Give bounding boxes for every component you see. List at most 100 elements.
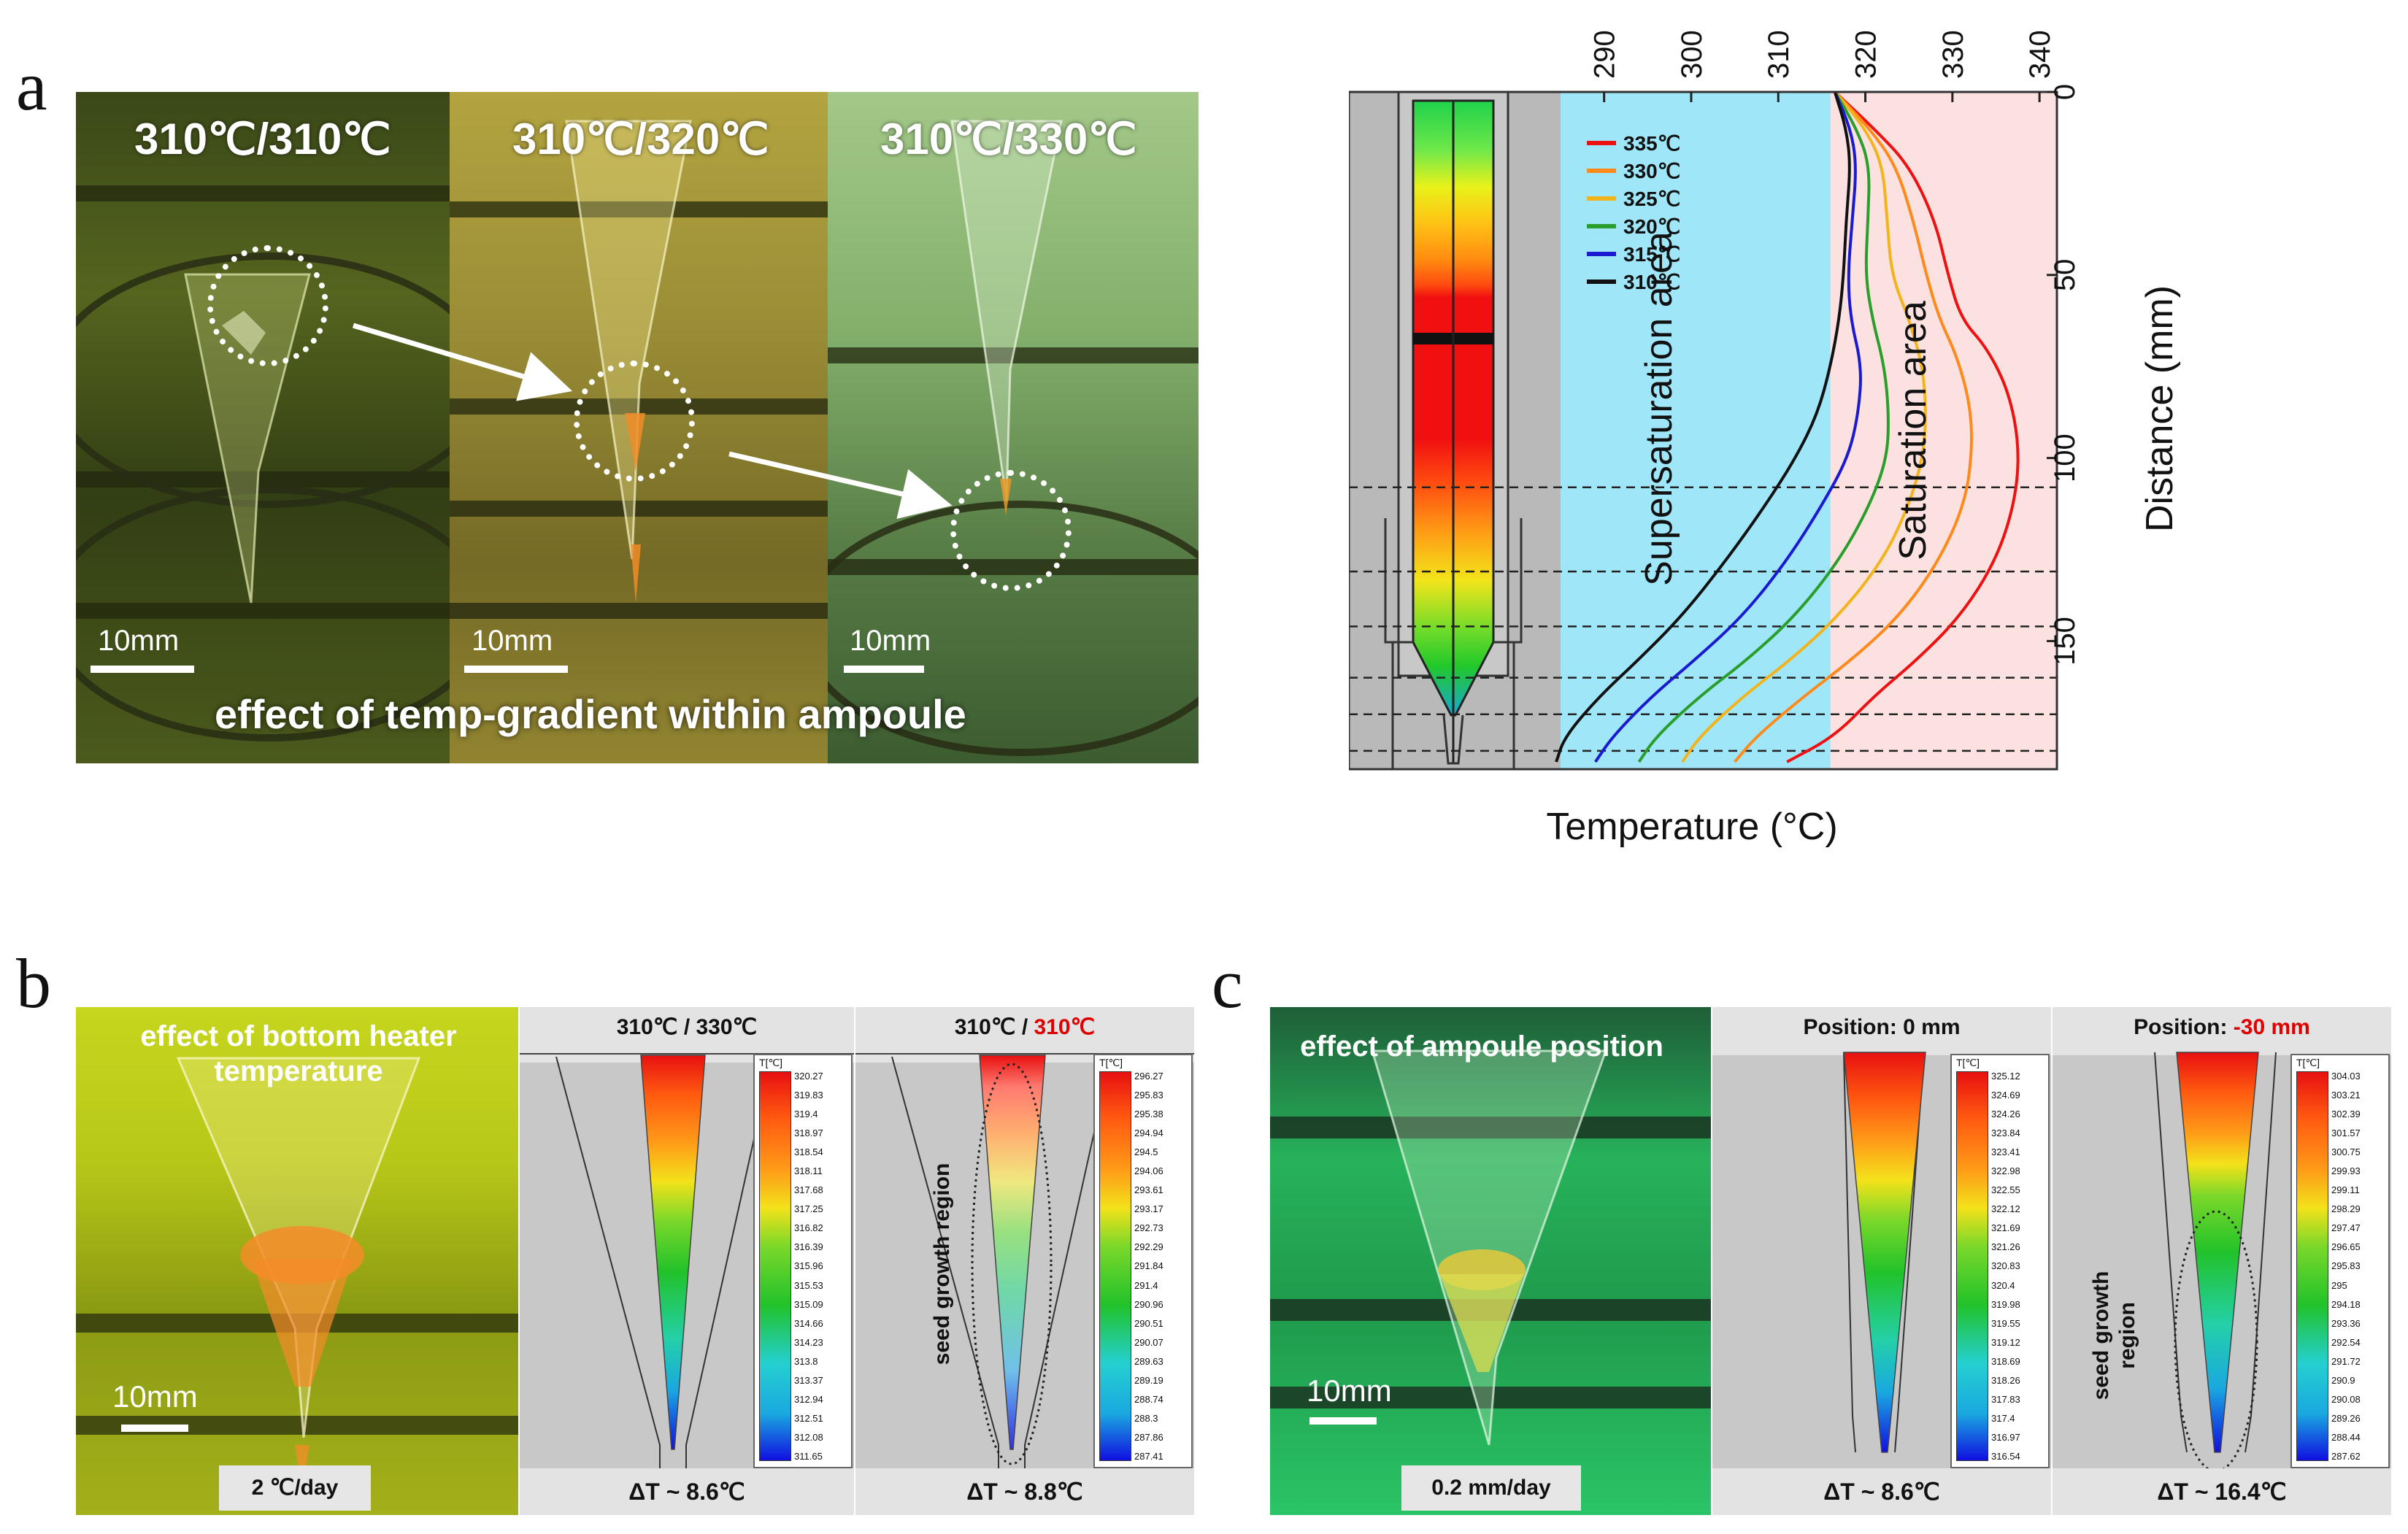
series-line-320℃ — [1637, 90, 1890, 763]
panel-b-sim-1-legend-value: 313.8 — [794, 1355, 818, 1367]
crystal-marker-2 — [574, 361, 695, 482]
panel-c-seed-region-label-2: region — [2115, 1302, 2139, 1369]
y-tick-label: 100 — [2049, 433, 2081, 482]
panel-c-sim-2-legend-value: 304.03 — [2331, 1071, 2361, 1082]
panel-b-rate-tag: 2 ℃/day — [219, 1465, 371, 1511]
photo-310-320: 310℃/320℃ 10mm — [450, 92, 828, 763]
supersaturation-area — [1561, 92, 1831, 769]
panel-b-sim-1-legend-value: 318.54 — [794, 1146, 823, 1158]
scale-label-1: 10mm — [98, 625, 180, 657]
legend-label: 310℃ — [1623, 271, 1680, 293]
saturation-area — [1830, 92, 2057, 769]
panel-c-sim-1-legend-value: 320.4 — [1991, 1279, 2015, 1291]
panel-b-scale-label: 10mm — [112, 1379, 198, 1414]
panel-b-sim-2-title: 310℃ / 310℃ — [855, 1007, 1194, 1048]
panel-b-photo-title: effect of bottom heater temperature — [140, 1020, 457, 1087]
panel-b-sim-2-legend-value: 293.17 — [1134, 1203, 1163, 1215]
crystal-marker-1 — [207, 245, 328, 366]
panel-c-sim-1-legend-value: 321.69 — [1991, 1222, 2020, 1234]
panel-c-sim-2-legend-value: 294.18 — [2331, 1298, 2361, 1310]
x-tick-label: 320 — [1850, 30, 1882, 79]
panel-c-scale-label: 10mm — [1307, 1373, 1392, 1408]
panel-b-sim-2-legend-value: 287.41 — [1134, 1450, 1163, 1462]
x-tick-label: 300 — [1676, 30, 1708, 79]
arrow-overlay — [352, 323, 953, 520]
panel-b-sim-2-legend-value: 289.19 — [1134, 1374, 1163, 1386]
scale-bar-1 — [91, 666, 194, 673]
panel-c-sim-2-legend-value: 291.72 — [2331, 1355, 2361, 1367]
arrow-1 — [352, 323, 573, 401]
panel-c-sim-2-legend: T[℃] 304.03 303.21 302.39 301.57 300.75 299.9… — [2290, 1054, 2390, 1468]
legend-label: 315℃ — [1623, 243, 1680, 266]
panel-c-sim-2-legend-value: 290.9 — [2331, 1374, 2355, 1386]
panel-c-sim-1-legend-value: 317.83 — [1991, 1393, 2020, 1405]
panel-b-sim-2-legend-value: 291.4 — [1134, 1279, 1158, 1291]
x-tick-label: 330 — [1937, 30, 1969, 79]
photo-title-2: 310℃/320℃ — [512, 115, 769, 163]
panel-b-sim-1: 310℃ / 330℃ T[℃] 320.27 319.83 319.4 318.97… — [520, 1007, 854, 1515]
panel-b-sim-1-legend-value: 317.25 — [794, 1203, 823, 1215]
panel-c-sim-2-legend-value: 302.39 — [2331, 1109, 2361, 1120]
panel-b-sim-2-legend-value: 292.29 — [1134, 1241, 1163, 1253]
panel-b-sim-1-legend-value: 313.37 — [794, 1374, 823, 1386]
panel-c-sim-2-legend-value: 297.47 — [2331, 1222, 2361, 1234]
photo-title-1: 310℃/310℃ — [134, 115, 391, 163]
panel-c-sim-2-legend-value: 296.65 — [2331, 1241, 2361, 1253]
panel-c-sim-1-legend-value: 318.26 — [1991, 1374, 2020, 1386]
panel-c-sim-2: Position: -30 mm seed growth region T[℃]… — [2053, 1007, 2391, 1515]
scale-bar-3 — [844, 666, 924, 673]
panel-c-sim-1-legend-value: 322.98 — [1991, 1165, 2020, 1177]
panel-b-sim-1-legend-value: 320.27 — [794, 1071, 823, 1082]
panel-b-sim-2-legend-value: 295.38 — [1134, 1109, 1163, 1120]
photo-310-310: 310℃/310℃ 10mm — [76, 92, 450, 763]
panel-c-sim-1-legend-value: 323.84 — [1991, 1128, 2020, 1139]
panel-b-sim-2-delta: ΔT ~ 8.8℃ — [855, 1468, 1194, 1515]
panel-b-sim-2-legend-value: 295.83 — [1134, 1090, 1163, 1101]
panel-letter-b: b — [16, 944, 51, 1022]
panel-a-photo-strip: 310℃/310℃ 10mm 310℃/320℃ 10mm 310℃/330℃ — [76, 92, 1199, 763]
panel-c-sim-1-legend-value: 322.12 — [1991, 1203, 2020, 1215]
panel-c-sim-1-legend-value: 324.26 — [1991, 1109, 2020, 1120]
panel-c-seed-region-label-1: seed growth — [2089, 1271, 2113, 1400]
panel-c-sim-2-legend-value: 287.62 — [2331, 1450, 2361, 1462]
chart-legend: 335℃ 330℃ 325℃ 320℃ 315℃ 310℃ — [1587, 132, 1680, 293]
panel-c-sim-1-legend-value: 323.41 — [1991, 1146, 2020, 1158]
panel-c-sim-1-legend: T[℃] 325.12 324.69 324.26 323.84 323.41 322.9… — [1950, 1054, 2050, 1468]
panel-c-sim-2-legend-value: 298.29 — [2331, 1203, 2361, 1215]
panel-b-seed-region-label: seed growth region — [930, 1163, 954, 1365]
x-axis-title: Temperature (°C) — [1546, 806, 1837, 848]
plot-frame — [1349, 90, 2058, 771]
panel-c-sim-1-legend-value: 324.69 — [1991, 1090, 2020, 1101]
panel-c-sim-2-legend-value: 289.26 — [2331, 1412, 2361, 1424]
panel-b-sim-2-legend-value: 290.96 — [1134, 1298, 1163, 1310]
scale-label-3: 10mm — [850, 625, 931, 657]
x-tick-label: 290 — [1589, 30, 1621, 79]
x-tick-label: 310 — [1763, 30, 1795, 79]
photo-title-3: 310℃/330℃ — [880, 115, 1137, 163]
series-line-335℃ — [1786, 90, 2020, 763]
scale-bar-2 — [464, 666, 568, 673]
panel-c-sim-2-legend-value: 295.83 — [2331, 1260, 2361, 1272]
panel-b-sim-1-legend-value: 315.09 — [794, 1298, 823, 1310]
panel-b-sim-1-title: 310℃ / 330℃ — [520, 1007, 854, 1048]
panel-c-sim-2-legend-value: 301.57 — [2331, 1128, 2361, 1139]
panel-b-sim-2-legend-value: 290.07 — [1134, 1336, 1163, 1348]
panel-a-caption: effect of temp-gradient within ampoule — [215, 691, 966, 737]
series-line-325℃ — [1681, 90, 1927, 763]
panel-b-sim-2: 310℃ / 310℃ seed growth region T[℃] 296.… — [855, 1007, 1194, 1515]
panel-c-sim-1-delta: ΔT ~ 8.6℃ — [1712, 1468, 2051, 1515]
y-tick-label: 150 — [2049, 617, 2081, 666]
panel-b-sim-1-legend-value: 316.82 — [794, 1222, 823, 1234]
y-tick-label: 0 — [2049, 84, 2081, 100]
panel-b-photo: effect of bottom heater temperature 10mm… — [76, 1007, 518, 1515]
panel-c-sim-2-legend-value: 292.54 — [2331, 1336, 2361, 1348]
panel-c-sim-1-legend-value: 319.98 — [1991, 1298, 2020, 1310]
panel-b-sim-2-legend-value: 287.86 — [1134, 1431, 1163, 1443]
panel-c-sim-1-legend-value: 322.55 — [1991, 1184, 2020, 1196]
legend-label: 325℃ — [1623, 188, 1680, 210]
panel-c-sim-2-legend-value: 299.93 — [2331, 1165, 2361, 1177]
panel-b-sim-1-legend-value: 317.68 — [794, 1184, 823, 1196]
panel-b-sim-1-legend-value: 312.94 — [794, 1393, 823, 1405]
y-tick-label: 50 — [2049, 259, 2081, 292]
panel-b-sim-2-legend: T[℃] 296.27 295.83 295.38 294.94 294.5 294.06… — [1093, 1054, 1193, 1468]
